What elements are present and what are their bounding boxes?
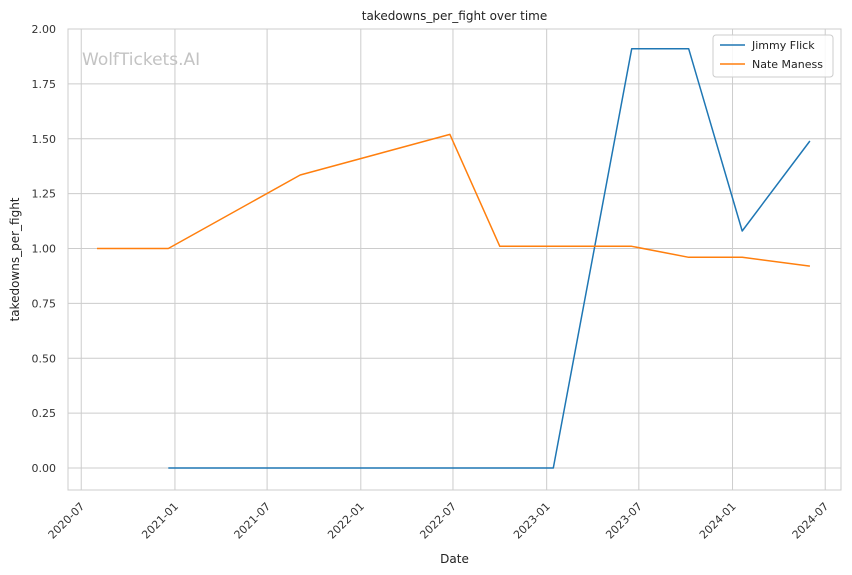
y-tick-label: 0.25	[32, 407, 57, 420]
chart-title: takedowns_per_fight over time	[362, 9, 548, 23]
series-lines	[97, 48, 811, 469]
y-tick-label: 1.25	[32, 188, 57, 201]
legend-label-nate-maness: Nate Maness	[752, 58, 823, 71]
y-axis-label: takedowns_per_fight	[8, 197, 22, 321]
y-tick-label: 2.00	[32, 23, 57, 36]
watermark: WolfTickets.AI	[82, 50, 200, 70]
y-tick-label: 1.75	[32, 78, 57, 91]
y-tick-label: 0.75	[32, 297, 57, 310]
y-tick-label: 1.50	[32, 133, 57, 146]
legend: Jimmy Flick Nate Maness	[712, 34, 834, 78]
y-tick-label: 0.00	[32, 462, 57, 475]
plot-area-frame	[67, 28, 842, 491]
y-tick-label: 0.50	[32, 352, 57, 365]
legend-label-jimmy-flick: Jimmy Flick	[751, 39, 815, 52]
y-tick-label: 1.00	[32, 243, 57, 256]
series-line-nate-maness	[97, 133, 810, 267]
y-tick-labels: 0.00 0.25 0.50 0.75 1.00 1.25 1.50 1.75 2.00	[32, 23, 57, 475]
x-axis-label: Date	[440, 552, 469, 566]
series-line-jimmy-flick	[168, 48, 811, 469]
x-gridlines	[80, 29, 826, 490]
